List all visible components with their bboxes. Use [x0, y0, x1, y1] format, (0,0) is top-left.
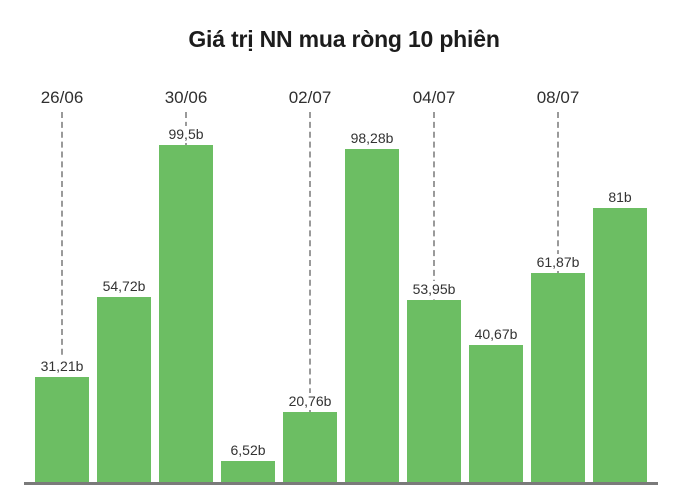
x-axis-tick-label: 08/07 — [536, 88, 580, 107]
date-gridline — [61, 112, 63, 483]
bar — [221, 460, 275, 483]
chart-title: Giá trị NN mua ròng 10 phiên — [188, 26, 500, 52]
x-axis-tick-label: 26/06 — [40, 88, 84, 107]
bar — [345, 148, 399, 483]
x-axis-line — [24, 482, 658, 485]
bar-value-label: 6,52b — [228, 441, 268, 459]
bar — [531, 272, 585, 483]
bar-value-label: 61,87b — [534, 253, 582, 271]
x-axis-tick-label: 02/07 — [288, 88, 332, 107]
bar-value-label: 99,5b — [166, 125, 206, 143]
bar-value-label: 98,28b — [348, 129, 396, 147]
bar — [407, 299, 461, 483]
bar — [469, 344, 523, 483]
date-gridline — [309, 112, 311, 483]
bar — [97, 296, 151, 483]
x-axis-tick-label: 30/06 — [164, 88, 208, 107]
x-axis-tick-label: 04/07 — [412, 88, 456, 107]
bar-value-label: 20,76b — [286, 393, 334, 411]
bar — [593, 207, 647, 483]
bar-value-label: 54,72b — [100, 277, 148, 295]
bar — [159, 144, 213, 483]
bar — [283, 412, 337, 483]
bar-value-label: 31,21b — [38, 357, 86, 375]
bar-value-label: 53,95b — [410, 280, 458, 298]
bar-value-label: 40,67b — [472, 325, 520, 343]
bar — [35, 376, 89, 483]
bar-value-label: 81b — [606, 188, 634, 206]
